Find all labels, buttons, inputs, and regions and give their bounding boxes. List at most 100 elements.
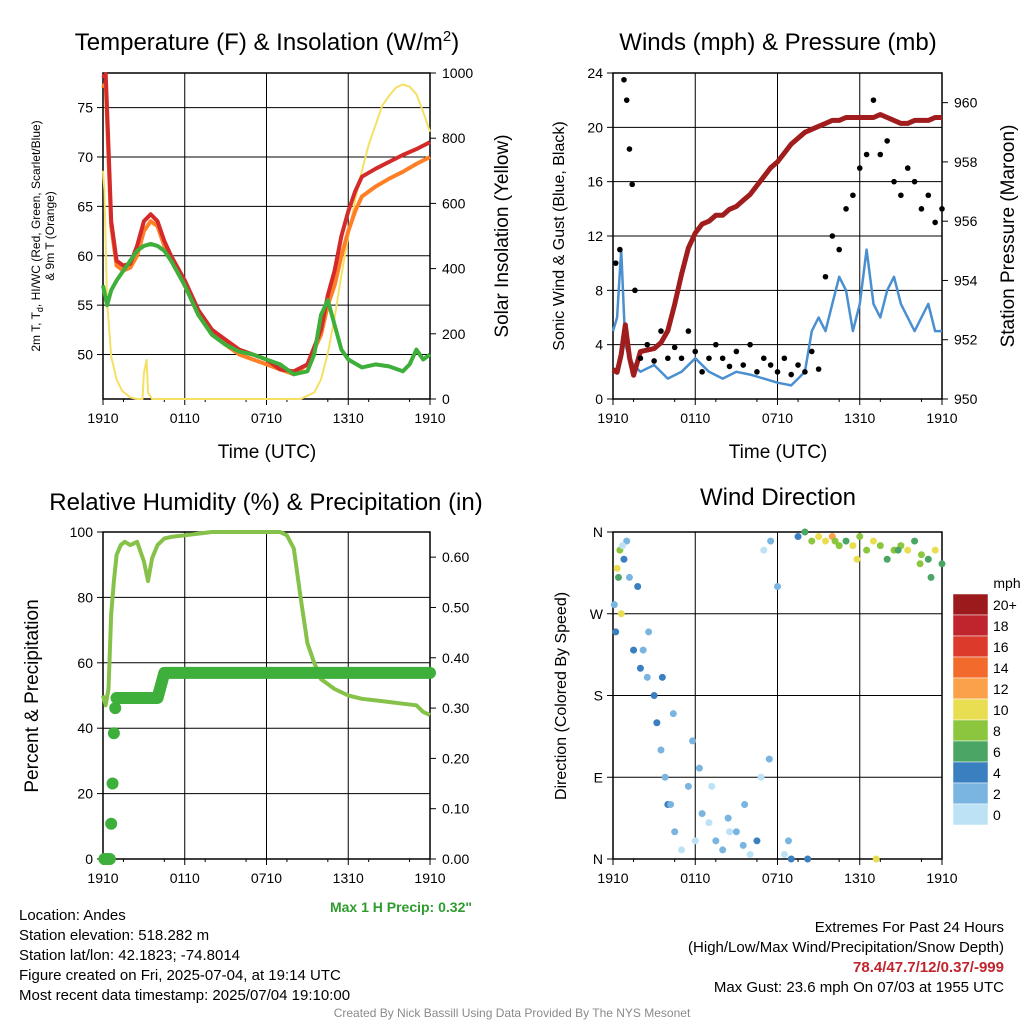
- gust-point: [939, 206, 945, 212]
- gust-point: [932, 219, 938, 226]
- insolation-y2-tick-label: 600: [442, 195, 466, 211]
- gust-point: [685, 328, 692, 334]
- direction-point: [610, 601, 618, 609]
- gust-point: [904, 165, 911, 171]
- direction-y-tick-label: E: [594, 769, 603, 785]
- precip-point: [110, 692, 123, 705]
- pressure-y2-tick-label: 952: [954, 332, 978, 348]
- gust-point: [815, 366, 822, 372]
- colorbar-label: 4: [993, 765, 1001, 781]
- series-wind-line: [611, 248, 942, 387]
- temp-y-tick-label: 60: [77, 248, 93, 264]
- direction-point: [849, 542, 857, 550]
- direction-point: [917, 551, 925, 559]
- wind-y-tick-label: 16: [587, 174, 603, 190]
- direction-point: [741, 801, 749, 808]
- gust-point: [621, 76, 627, 83]
- direction-point: [787, 855, 795, 863]
- station-elevation: Station elevation: 518.282 m: [19, 927, 210, 944]
- gust-point: [911, 178, 918, 185]
- direction-point: [815, 533, 823, 541]
- colorbar-label: 14: [993, 660, 1009, 676]
- direction-point: [643, 673, 651, 681]
- gust-point: [623, 97, 630, 103]
- station-latlon: Station lat/lon: 42.1823; -74.8014: [19, 947, 241, 964]
- extremes-title: Extremes For Past 24 Hours: [814, 919, 1004, 936]
- gust-point: [884, 138, 890, 144]
- wind-y-tick-label: 4: [595, 337, 603, 353]
- precip-y2-tick-label: 0.20: [442, 750, 469, 766]
- temp-y-tick-label: 50: [77, 347, 93, 363]
- direction-point: [623, 537, 631, 545]
- colorbar-swatch: [952, 593, 989, 616]
- gust-point: [733, 348, 740, 355]
- insolation-y2-tick-label: 400: [442, 261, 466, 277]
- direction-point: [619, 542, 627, 550]
- direction-point: [639, 646, 647, 654]
- direction-point: [927, 573, 935, 581]
- pressure-y2-tick-label: 954: [954, 272, 978, 288]
- colorbar-swatch: [952, 698, 989, 721]
- recent-timestamp: Most recent data timestamp: 2025/07/04 1…: [19, 987, 351, 1004]
- gust-point: [767, 362, 774, 368]
- direction-y-tick-label: N: [593, 851, 603, 867]
- x-tick-label: 1910: [597, 870, 628, 886]
- x-axis-label-temperature: Time (UTC): [218, 442, 317, 463]
- gust-point: [870, 97, 877, 103]
- gust-point: [781, 355, 788, 362]
- x-tick-label: 1910: [414, 870, 445, 886]
- direction-point: [726, 828, 734, 836]
- x-tick-label: 1310: [844, 410, 875, 426]
- gust-point: [612, 260, 619, 266]
- direction-point: [698, 810, 706, 818]
- direction-point: [645, 628, 653, 636]
- gust-point: [808, 348, 815, 355]
- gust-point: [788, 371, 795, 378]
- direction-point: [853, 555, 861, 563]
- insolation-y2-tick-label: 800: [442, 130, 466, 146]
- x-tick-label: 1910: [87, 410, 118, 426]
- direction-point: [658, 673, 666, 681]
- gust-point: [760, 355, 767, 362]
- colorbar-label: 20+: [993, 597, 1017, 613]
- x-tick-label: 0710: [251, 870, 282, 886]
- gust-point: [699, 369, 705, 375]
- gust-point: [843, 206, 849, 212]
- rh-y-tick-label: 0: [85, 851, 93, 867]
- chart-title-humidity: Relative Humidity (%) & Precipitation (i…: [49, 489, 482, 516]
- direction-point: [872, 855, 880, 863]
- colorbar-title: mph: [993, 575, 1020, 591]
- footer-credit: Created By Nick Bassill Using Data Provi…: [333, 1006, 691, 1020]
- direction-point: [746, 850, 754, 858]
- direction-point: [856, 533, 864, 541]
- colorbar-label: 0: [993, 807, 1001, 823]
- direction-point: [691, 837, 699, 845]
- x-tick-label: 1910: [414, 410, 445, 426]
- station-location: Location: Andes: [19, 907, 126, 924]
- x-tick-label: 0110: [170, 410, 200, 426]
- x-tick-label: 1910: [597, 410, 628, 426]
- x-tick-label: 0110: [680, 410, 710, 426]
- wind-y-tick-label: 12: [587, 228, 603, 244]
- gust-point: [836, 246, 842, 253]
- direction-point: [780, 850, 788, 858]
- direction-point: [684, 782, 692, 790]
- direction-point: [774, 583, 781, 590]
- station-info: Location: Andes Station elevation: 518.2…: [19, 906, 350, 1006]
- gust-point: [877, 151, 884, 158]
- precip-y2-tick-label: 0.00: [442, 851, 469, 867]
- precip-y2-tick-label: 0.30: [442, 700, 469, 716]
- direction-point: [801, 528, 809, 536]
- rh-y-tick-label: 60: [77, 655, 93, 671]
- max-precip-annotation: Max 1 H Precip: 0.32": [330, 899, 472, 915]
- figure-created: Figure created on Fri, 2025-07-04, at 19…: [19, 967, 341, 984]
- direction-point: [636, 664, 644, 672]
- colorbar-label: 8: [993, 723, 1001, 739]
- x-tick-label: 1910: [926, 870, 957, 886]
- direction-point: [842, 537, 850, 545]
- gust-point: [740, 362, 747, 368]
- x-tick-label: 0110: [170, 870, 200, 886]
- direction-point: [695, 764, 703, 772]
- colorbar-label: 10: [993, 702, 1009, 718]
